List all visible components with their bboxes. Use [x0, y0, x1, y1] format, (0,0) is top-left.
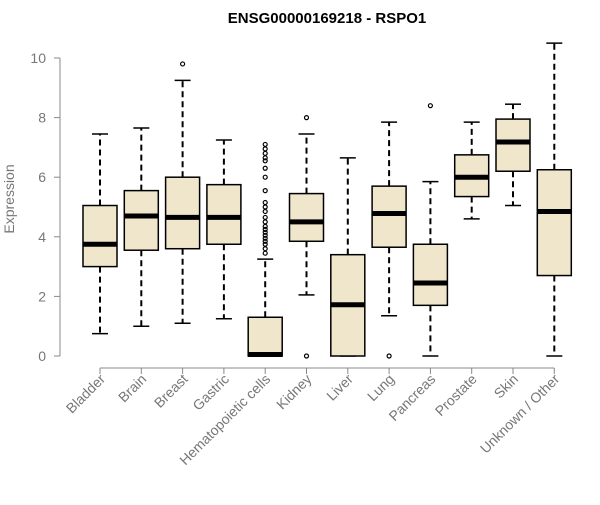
box-group: [82, 133, 118, 335]
x-tick-label: Lung: [364, 371, 397, 404]
iqr-box: [371, 185, 407, 248]
outlier-point: [303, 353, 310, 359]
y-tick-label: 6: [38, 169, 46, 185]
outlier-point: [262, 150, 268, 156]
outlier-point: [262, 158, 268, 164]
outlier-point: [262, 241, 268, 247]
box-group: [453, 121, 490, 220]
outlier-point: [262, 146, 268, 152]
outlier-point: [262, 141, 268, 148]
outlier-point: [427, 103, 433, 109]
x-tick-label: Liver: [323, 371, 356, 404]
x-tick-label: Breast: [151, 371, 191, 411]
x-tick-label: Skin: [491, 371, 522, 402]
y-tick-label: 10: [30, 50, 46, 66]
box-group: [412, 103, 449, 357]
box-group: [330, 157, 366, 357]
iqr-box: [412, 243, 449, 307]
iqr-box: [82, 204, 118, 268]
iqr-box: [495, 118, 531, 172]
iqr-box: [536, 169, 573, 277]
y-axis: 0 2 4 6 8 10: [30, 50, 61, 364]
y-tick-label: 0: [38, 348, 46, 364]
outlier-point: [262, 208, 268, 215]
outlier-point: [262, 165, 268, 171]
box-group: [495, 103, 531, 207]
box-group: [206, 139, 242, 320]
y-axis-label: Expression: [1, 164, 17, 233]
box-group: [164, 61, 201, 324]
iqr-box: [164, 176, 201, 250]
x-tick-label: Prostate: [432, 371, 480, 419]
iqr-box: [206, 183, 242, 245]
outlier-point: [262, 174, 268, 180]
iqr-box: [123, 189, 160, 251]
outlier-point: [262, 188, 268, 194]
outlier-point: [180, 61, 186, 67]
box-group: [536, 42, 573, 357]
iqr-box: [247, 316, 283, 357]
outlier-point: [262, 232, 268, 238]
outlier-point: [262, 235, 268, 241]
outlier-point: [386, 353, 392, 359]
box-group: [371, 121, 407, 359]
outlier-point: [303, 114, 310, 121]
iqr-box: [288, 192, 325, 243]
outlier-point: [262, 229, 268, 235]
x-tick-label: Kidney: [273, 371, 315, 413]
x-tick-label: Bladder: [63, 371, 109, 417]
outlier-point: [262, 246, 268, 252]
outlier-point: [262, 226, 268, 232]
y-tick-label: 8: [38, 110, 46, 126]
box-group: [247, 141, 283, 358]
outlier-point: [262, 238, 268, 244]
outlier-point: [262, 199, 268, 206]
y-tick-label: 2: [38, 288, 46, 304]
y-tick-label: 4: [38, 229, 46, 245]
outlier-point: [262, 219, 268, 225]
chart-title: ENSG00000169218 - RSPO1: [228, 10, 426, 27]
outlier-point: [262, 214, 268, 221]
outlier-point: [262, 250, 268, 256]
box-group: [123, 127, 160, 327]
box-group: [288, 114, 325, 359]
box-series: [82, 42, 573, 359]
x-tick-label: Brain: [115, 371, 149, 405]
outlier-point: [262, 204, 268, 210]
